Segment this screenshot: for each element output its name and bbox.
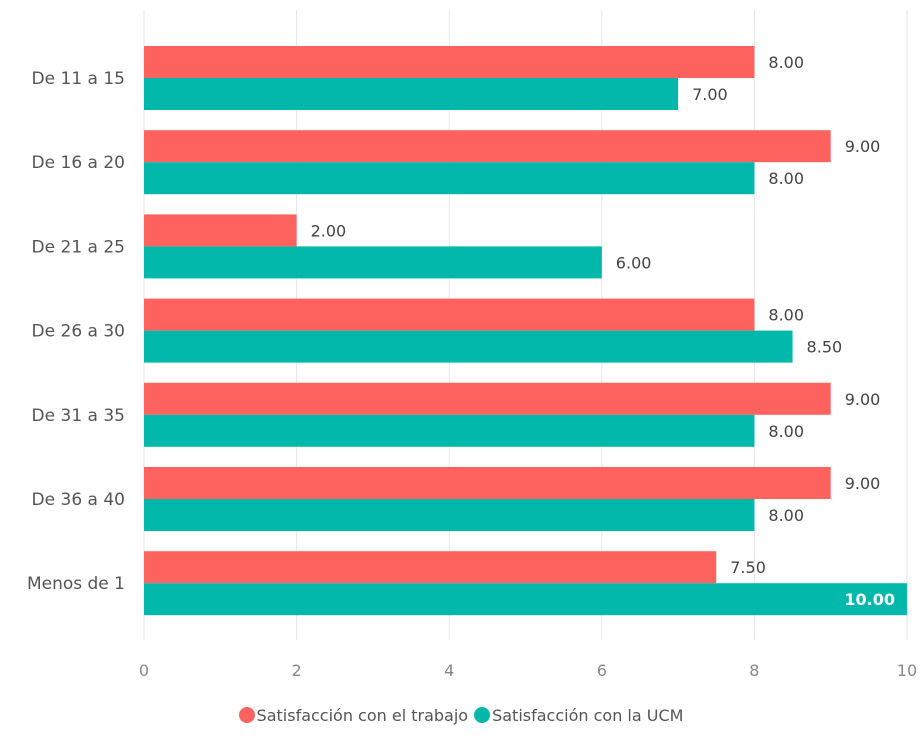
category-label: De 21 a 25 xyxy=(32,237,125,257)
data-labels: 8.007.009.008.002.006.008.008.509.008.00… xyxy=(311,53,895,609)
legend: Satisfacción con el trabajo Satisfacción … xyxy=(0,706,922,725)
bar xyxy=(144,414,755,447)
bar xyxy=(144,583,907,616)
bar xyxy=(144,467,831,499)
legend-item: Satisfacción con la UCM xyxy=(474,706,683,725)
legend-marker xyxy=(474,707,491,723)
data-label: 7.00 xyxy=(692,85,728,104)
data-label: 9.00 xyxy=(845,137,881,156)
data-label: 8.00 xyxy=(768,306,804,325)
data-label: 8.00 xyxy=(768,169,804,188)
bar xyxy=(144,246,602,279)
x-tick-label: 6 xyxy=(597,661,607,680)
legend-item: Satisfacción con el trabajo xyxy=(238,706,469,725)
data-label: 8.00 xyxy=(768,422,804,441)
bar xyxy=(144,551,717,584)
category-label: De 16 a 20 xyxy=(32,153,125,173)
data-label: 10.00 xyxy=(844,590,895,609)
category-label: De 26 a 30 xyxy=(32,322,125,342)
bar xyxy=(144,298,755,331)
data-label: 8.50 xyxy=(807,338,843,357)
data-label: 2.00 xyxy=(311,221,347,240)
category-label: De 11 a 15 xyxy=(32,69,125,89)
x-tick-label: 4 xyxy=(444,661,454,680)
x-tick-label: 2 xyxy=(292,661,302,680)
category-label: De 31 a 35 xyxy=(32,406,125,426)
bar xyxy=(144,46,755,78)
data-label: 9.00 xyxy=(845,474,881,493)
category-label: Menos de 1 xyxy=(27,574,125,594)
bar xyxy=(144,162,755,195)
data-label: 6.00 xyxy=(616,253,652,272)
bar xyxy=(144,78,679,110)
legend-label: Satisfacción con la UCM xyxy=(492,706,684,725)
data-label: 7.50 xyxy=(730,558,766,577)
category-label: De 36 a 40 xyxy=(32,490,125,510)
bar xyxy=(144,499,755,531)
x-tick-label: 8 xyxy=(749,661,759,680)
bars xyxy=(144,46,907,616)
legend-label: Satisfacción con el trabajo xyxy=(256,706,469,725)
x-tick-label: 0 xyxy=(139,661,149,680)
value-axis: 0 2 4 6 8 10 xyxy=(139,661,917,680)
x-tick-label: 10 xyxy=(897,661,917,680)
category-axis: De 11 a 15 De 16 a 20 De 21 a 25 De 26 a 30… xyxy=(27,69,125,594)
bar xyxy=(144,382,831,415)
data-label: 8.00 xyxy=(768,506,804,525)
bar xyxy=(144,214,297,247)
bar xyxy=(144,130,831,163)
legend-marker xyxy=(238,707,255,723)
data-label: 9.00 xyxy=(845,390,881,409)
bar xyxy=(144,330,793,363)
data-label: 8.00 xyxy=(768,53,804,72)
